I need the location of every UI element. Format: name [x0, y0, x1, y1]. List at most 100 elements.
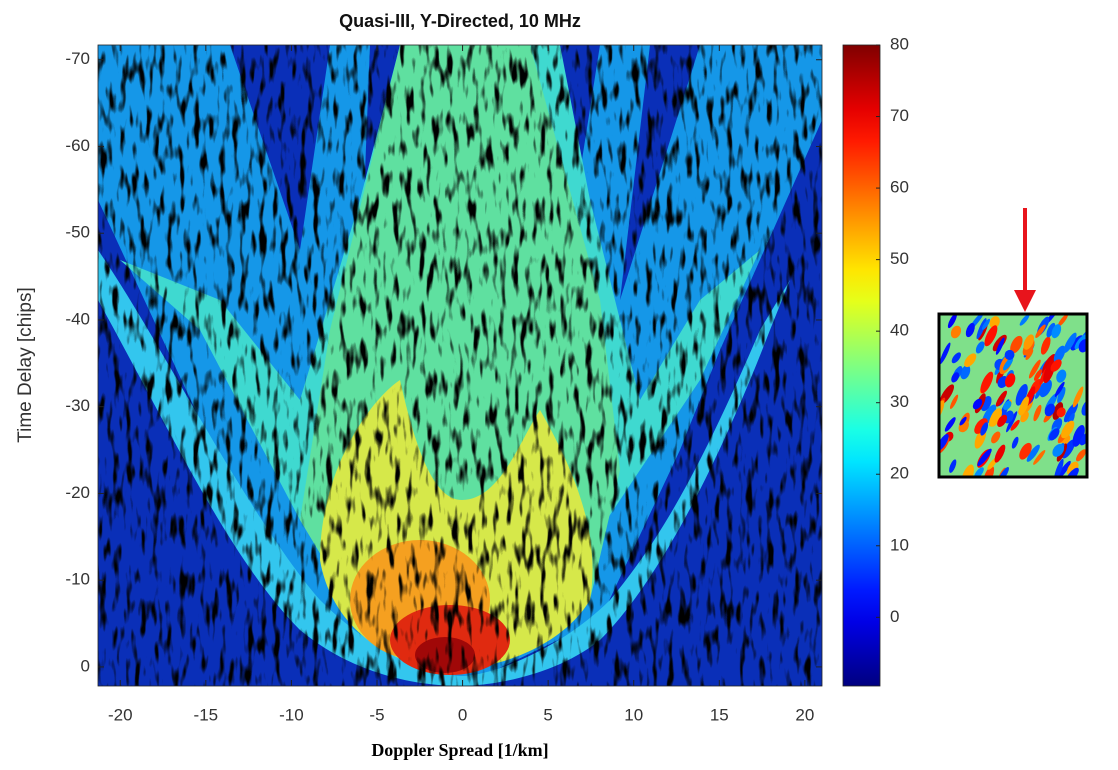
inset-spot — [989, 408, 1002, 427]
inset-spot — [984, 325, 998, 347]
colorbar-tick-label: 10 — [890, 535, 909, 554]
inset-spot — [995, 390, 1007, 407]
inset-spot — [1057, 386, 1066, 404]
inset-spot — [949, 394, 959, 409]
inset-spot — [1005, 373, 1016, 388]
colorbar — [842, 44, 881, 687]
inset-spot — [1039, 379, 1052, 398]
inset-spot — [1003, 400, 1012, 410]
inset-spot — [997, 414, 1008, 427]
inset-spot — [1026, 444, 1040, 462]
inset-spot — [981, 318, 991, 330]
inset-spot — [991, 431, 1001, 444]
inset-spot — [1057, 460, 1071, 477]
inset-spot — [1061, 420, 1075, 439]
heatmap-field — [98, 45, 822, 686]
inset-spot — [1074, 334, 1087, 350]
field-speckle — [98, 45, 822, 686]
inset-spot — [974, 418, 988, 434]
inset-spot — [951, 372, 960, 383]
inset-spot — [1006, 411, 1018, 433]
inset-spot — [1044, 403, 1056, 417]
inset-spot — [1023, 334, 1035, 350]
inset-spot — [980, 371, 994, 394]
inset-spot — [1019, 314, 1030, 326]
inset-spot — [1025, 348, 1034, 361]
inset-spot — [977, 448, 992, 467]
inset-spot — [1015, 384, 1028, 406]
inset-spot — [1072, 424, 1085, 447]
inset-spot — [950, 325, 962, 339]
y-tick-label: -30 — [65, 396, 90, 415]
x-tick-label: -5 — [369, 705, 384, 724]
inset-spot — [1053, 345, 1066, 364]
inset-spot — [1046, 322, 1056, 338]
inset-spot — [1028, 359, 1041, 379]
inset-spot — [997, 466, 1009, 477]
arrow-head — [1014, 290, 1036, 312]
inset-spot — [951, 352, 961, 364]
inset-spot — [944, 417, 956, 432]
colorbar-tick-label: 50 — [890, 249, 909, 268]
plot-frame — [97, 44, 823, 687]
y-axis-label: Time Delay [chips] — [15, 287, 36, 443]
inset-spot — [1054, 381, 1065, 397]
x-tick-label: 15 — [710, 705, 729, 724]
y-tick-label: -50 — [65, 223, 90, 242]
inset-image — [937, 312, 1089, 479]
inset-spot — [1051, 324, 1062, 339]
inset-spot — [1034, 369, 1042, 381]
inset-spot — [1072, 386, 1084, 408]
colorbar-tick-label: 40 — [890, 321, 909, 340]
x-tick-label: -10 — [279, 705, 304, 724]
inset-spot — [975, 341, 985, 354]
inset-spot — [1050, 359, 1062, 372]
inset-spot — [947, 314, 957, 329]
y-tick-label: -60 — [65, 136, 90, 155]
inset-spot — [980, 422, 989, 436]
x-tick-label: 20 — [795, 705, 814, 724]
colorbar-tick-label: 80 — [890, 34, 909, 53]
inset-spot — [965, 322, 975, 338]
chart-title: Quasi-III, Y-Directed, 10 MHz — [339, 11, 581, 31]
colorbar-tick-label: 0 — [890, 607, 899, 626]
inset-spot — [989, 316, 1000, 329]
inset-spot — [1011, 436, 1019, 449]
inset-spot — [949, 459, 957, 473]
inset-spot — [1018, 396, 1029, 416]
inset-spot — [995, 337, 1005, 355]
inset-spot — [1057, 314, 1069, 327]
inset-spot — [1035, 324, 1046, 338]
inset-spot — [964, 353, 977, 368]
inset-spot — [1063, 402, 1078, 423]
inset-spot — [1052, 443, 1065, 457]
inset-spot — [1003, 357, 1014, 371]
x-tick-label: 5 — [543, 705, 552, 724]
inset-spot — [1040, 336, 1051, 355]
colorbar-tick-label: 30 — [890, 392, 909, 411]
inset-spot — [1010, 335, 1023, 354]
inset-spot — [1054, 458, 1064, 477]
x-tick-label: -15 — [194, 705, 219, 724]
y-tick-label: -70 — [65, 49, 90, 68]
inset-frame — [937, 312, 1089, 479]
inset-spot — [976, 318, 987, 339]
y-tick-label: -20 — [65, 483, 90, 502]
inset-spot — [1063, 332, 1077, 353]
inset-spot — [1004, 349, 1015, 360]
x-tick-label: -20 — [108, 705, 133, 724]
inset-spot — [960, 365, 971, 380]
inset-spot — [972, 398, 983, 410]
x-axis-label: Doppler Spread [1/km] — [371, 740, 548, 760]
inset-spot — [1010, 419, 1020, 431]
inset-spot — [994, 444, 1006, 463]
inset-spot — [1079, 432, 1087, 446]
inset-spot — [1048, 428, 1060, 441]
inset-spot — [997, 376, 1009, 388]
colorbar-tick-label: 60 — [890, 178, 909, 197]
inset-spot — [1056, 407, 1066, 418]
inset-spot — [1019, 442, 1032, 460]
colorbar-tick-label: 70 — [890, 106, 909, 125]
x-tick-label: 0 — [458, 705, 467, 724]
